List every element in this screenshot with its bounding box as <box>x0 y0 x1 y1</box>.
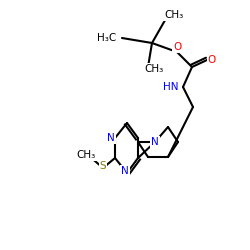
Text: S: S <box>100 161 106 171</box>
Text: O: O <box>173 42 181 52</box>
Text: CH₃: CH₃ <box>164 10 184 20</box>
Text: N: N <box>151 137 159 147</box>
Text: HN: HN <box>164 82 179 92</box>
Text: N: N <box>107 133 115 143</box>
Text: CH₃: CH₃ <box>76 150 96 160</box>
Text: N: N <box>121 166 129 176</box>
Text: H₃C: H₃C <box>97 33 116 43</box>
Text: O: O <box>208 55 216 65</box>
Text: CH₃: CH₃ <box>144 64 164 74</box>
